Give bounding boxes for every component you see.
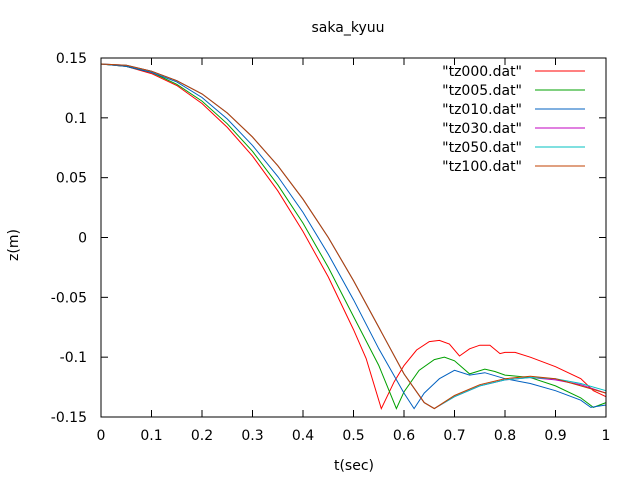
legend-label: "tz030.dat" [442, 121, 522, 137]
y-axis-label: z(m) [6, 229, 22, 261]
x-tick-label: 0.3 [241, 428, 263, 444]
x-tick-label: 0.5 [342, 428, 364, 444]
y-tick-label: 0 [78, 231, 87, 247]
legend-label: "tz000.dat" [442, 64, 522, 80]
series-line [100, 63, 607, 410]
legend-label: "tz100.dat" [442, 159, 522, 175]
x-tick-label: 0.2 [191, 428, 213, 444]
y-tick-label: 0.15 [56, 51, 87, 67]
x-tick-label: 0.8 [494, 428, 516, 444]
plot-frame [100, 57, 607, 418]
series-line [100, 63, 607, 410]
chart-title: saka_kyuu [312, 20, 385, 36]
x-tick-label: 0.1 [140, 428, 162, 444]
series-lines [100, 63, 607, 410]
x-tick-label: 0.6 [393, 428, 415, 444]
y-tick-label: -0.05 [51, 290, 87, 306]
x-tick-label: 1 [602, 428, 611, 444]
y-tick-label: 0.1 [65, 111, 87, 127]
series-line [100, 63, 607, 410]
legend-label: "tz050.dat" [442, 140, 522, 156]
legend-label: "tz010.dat" [442, 102, 522, 118]
legend: "tz000.dat" "tz005.dat" "tz010.dat" "tz030.… [442, 64, 585, 175]
x-tick-label: 0 [97, 428, 106, 444]
axis-ticks: 0 0.1 0.2 0.3 0.4 0.5 0.6 0.7 0.8 0.9 1 0.15 0.1 0.05… [51, 51, 611, 444]
legend-label: "tz005.dat" [442, 83, 522, 99]
y-tick-label: -0.15 [51, 410, 87, 426]
x-tick-label: 0.7 [443, 428, 465, 444]
y-tick-label: -0.1 [60, 350, 87, 366]
x-tick-label: 0.9 [544, 428, 566, 444]
y-tick-label: 0.05 [56, 171, 87, 187]
x-tick-label: 0.4 [292, 428, 314, 444]
x-axis-label: t(sec) [334, 458, 374, 474]
